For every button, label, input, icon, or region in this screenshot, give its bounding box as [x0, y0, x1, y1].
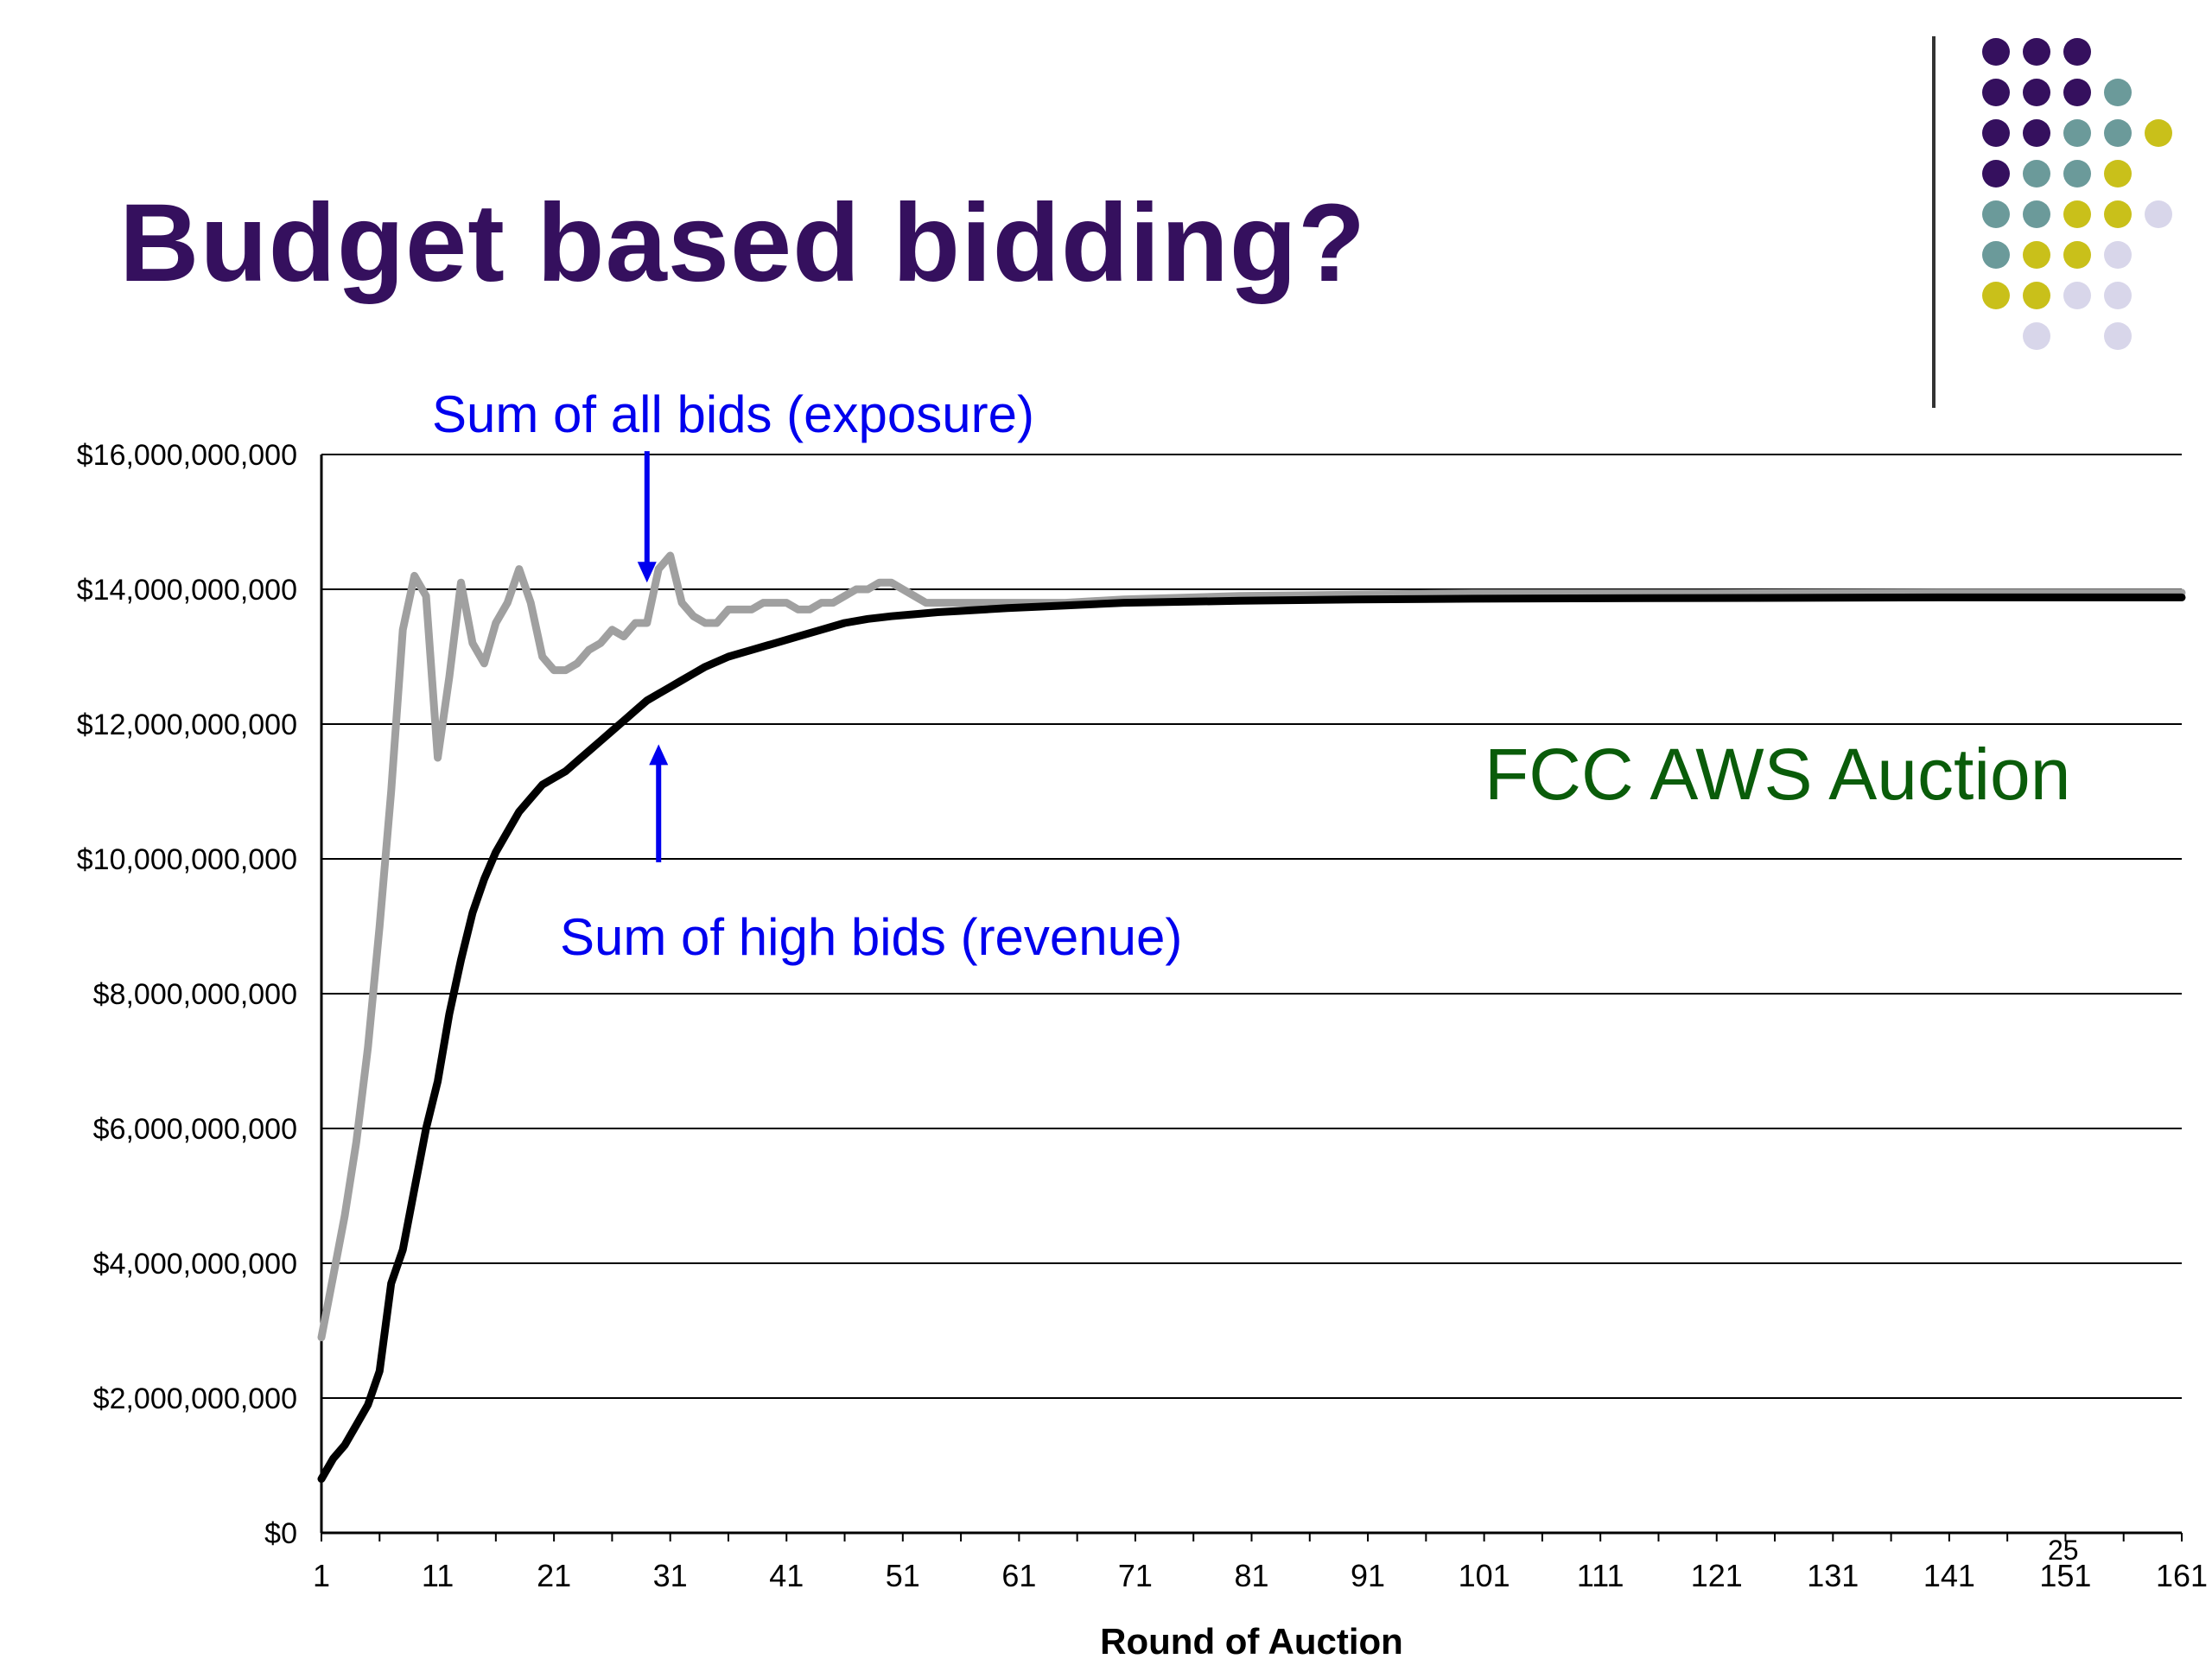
decorative-dot	[2063, 119, 2091, 147]
decorative-dot	[2104, 160, 2132, 188]
y-tick-label: $16,000,000,000	[77, 439, 297, 472]
decorative-dot	[2063, 200, 2091, 228]
slide-title: Budget based bidding?	[119, 181, 1367, 305]
x-tick-label: 131	[1807, 1558, 1859, 1593]
decorative-dot	[1982, 38, 2010, 66]
gridlines	[321, 454, 2182, 1534]
x-tick-label: 91	[1351, 1558, 1385, 1593]
y-tick-label: $6,000,000,000	[93, 1113, 297, 1146]
y-tick-label: $2,000,000,000	[93, 1382, 297, 1415]
y-tick-label: $14,000,000,000	[77, 574, 297, 607]
x-tick-label: 111	[1577, 1558, 1624, 1593]
annotations: Sum of all bids (exposure) Sum of high bi…	[432, 385, 2070, 966]
revenue-annotation-arrow	[649, 744, 669, 862]
decorative-dot	[2104, 79, 2132, 106]
decorative-dot	[2023, 200, 2050, 228]
decorative-dot	[1982, 241, 2010, 269]
x-axis-label: Round of Auction	[1100, 1621, 1403, 1659]
y-tick-label: $4,000,000,000	[93, 1248, 297, 1281]
decorative-dot	[2023, 322, 2050, 350]
decorative-dot	[2063, 79, 2091, 106]
decorative-dot	[2023, 79, 2050, 106]
decorative-dot	[2063, 282, 2091, 309]
exposure-annotation-arrow	[637, 451, 657, 583]
x-tick-label: 31	[653, 1558, 688, 1593]
decorative-dot	[2104, 241, 2132, 269]
decorative-dot	[2104, 119, 2132, 147]
x-tick-label: 61	[1001, 1558, 1036, 1593]
decorative-dot-grid	[1982, 38, 2172, 350]
y-tick-label: $10,000,000,000	[77, 843, 297, 876]
decorative-dot	[2104, 200, 2132, 228]
page-number: 25	[2048, 1535, 2079, 1566]
decorative-dot	[1982, 282, 2010, 309]
decorative-dot	[2023, 241, 2050, 269]
decorative-dot	[1982, 79, 2010, 106]
y-tick-label: $12,000,000,000	[77, 709, 297, 741]
series	[317, 551, 2186, 1484]
decorative-dot	[1982, 119, 2010, 147]
exposure-annotation-label: Sum of all bids (exposure)	[432, 385, 1034, 443]
x-tick-label: 41	[769, 1558, 804, 1593]
y-tick-label: $8,000,000,000	[93, 978, 297, 1011]
auction-name-label: FCC AWS Auction	[1484, 734, 2070, 815]
decorative-dot	[1982, 200, 2010, 228]
decorative-dot	[2145, 200, 2172, 228]
x-tick-label: 101	[1459, 1558, 1510, 1593]
decorative-dot	[2023, 119, 2050, 147]
decorative-dot	[2023, 160, 2050, 188]
x-tick-label: 81	[1234, 1558, 1268, 1593]
revenue-series-line	[317, 593, 2186, 1484]
x-tick-label: 151	[2039, 1558, 2091, 1593]
decorative-divider-line	[1932, 36, 1936, 408]
decorative-dot	[2023, 38, 2050, 66]
revenue-annotation-label: Sum of high bids (revenue)	[560, 908, 1182, 966]
x-tick-label: 121	[1691, 1558, 1743, 1593]
decorative-dot	[1982, 160, 2010, 188]
x-tick-label: 71	[1118, 1558, 1153, 1593]
decorative-dot	[2063, 160, 2091, 188]
decorative-dot	[2023, 282, 2050, 309]
exposure-series-line	[317, 551, 2186, 1342]
decorative-dot	[2063, 38, 2091, 66]
x-tick-label: 141	[1923, 1558, 1975, 1593]
x-tick-label: 1	[313, 1558, 330, 1593]
x-tick-label: 161	[2156, 1558, 2208, 1593]
decorative-dot	[2104, 282, 2132, 309]
y-tick-label: $0	[264, 1517, 297, 1550]
x-tick-label: 21	[537, 1558, 571, 1593]
axes: $0 $2,000,000,000 $4,000,000,000 $6,000,000…	[77, 439, 2208, 1659]
decorative-dot	[2145, 119, 2172, 147]
x-tick-label: 51	[886, 1558, 920, 1593]
x-tick-label: 11	[422, 1558, 454, 1593]
decorative-dot	[2063, 241, 2091, 269]
decorative-dot	[2104, 322, 2132, 350]
